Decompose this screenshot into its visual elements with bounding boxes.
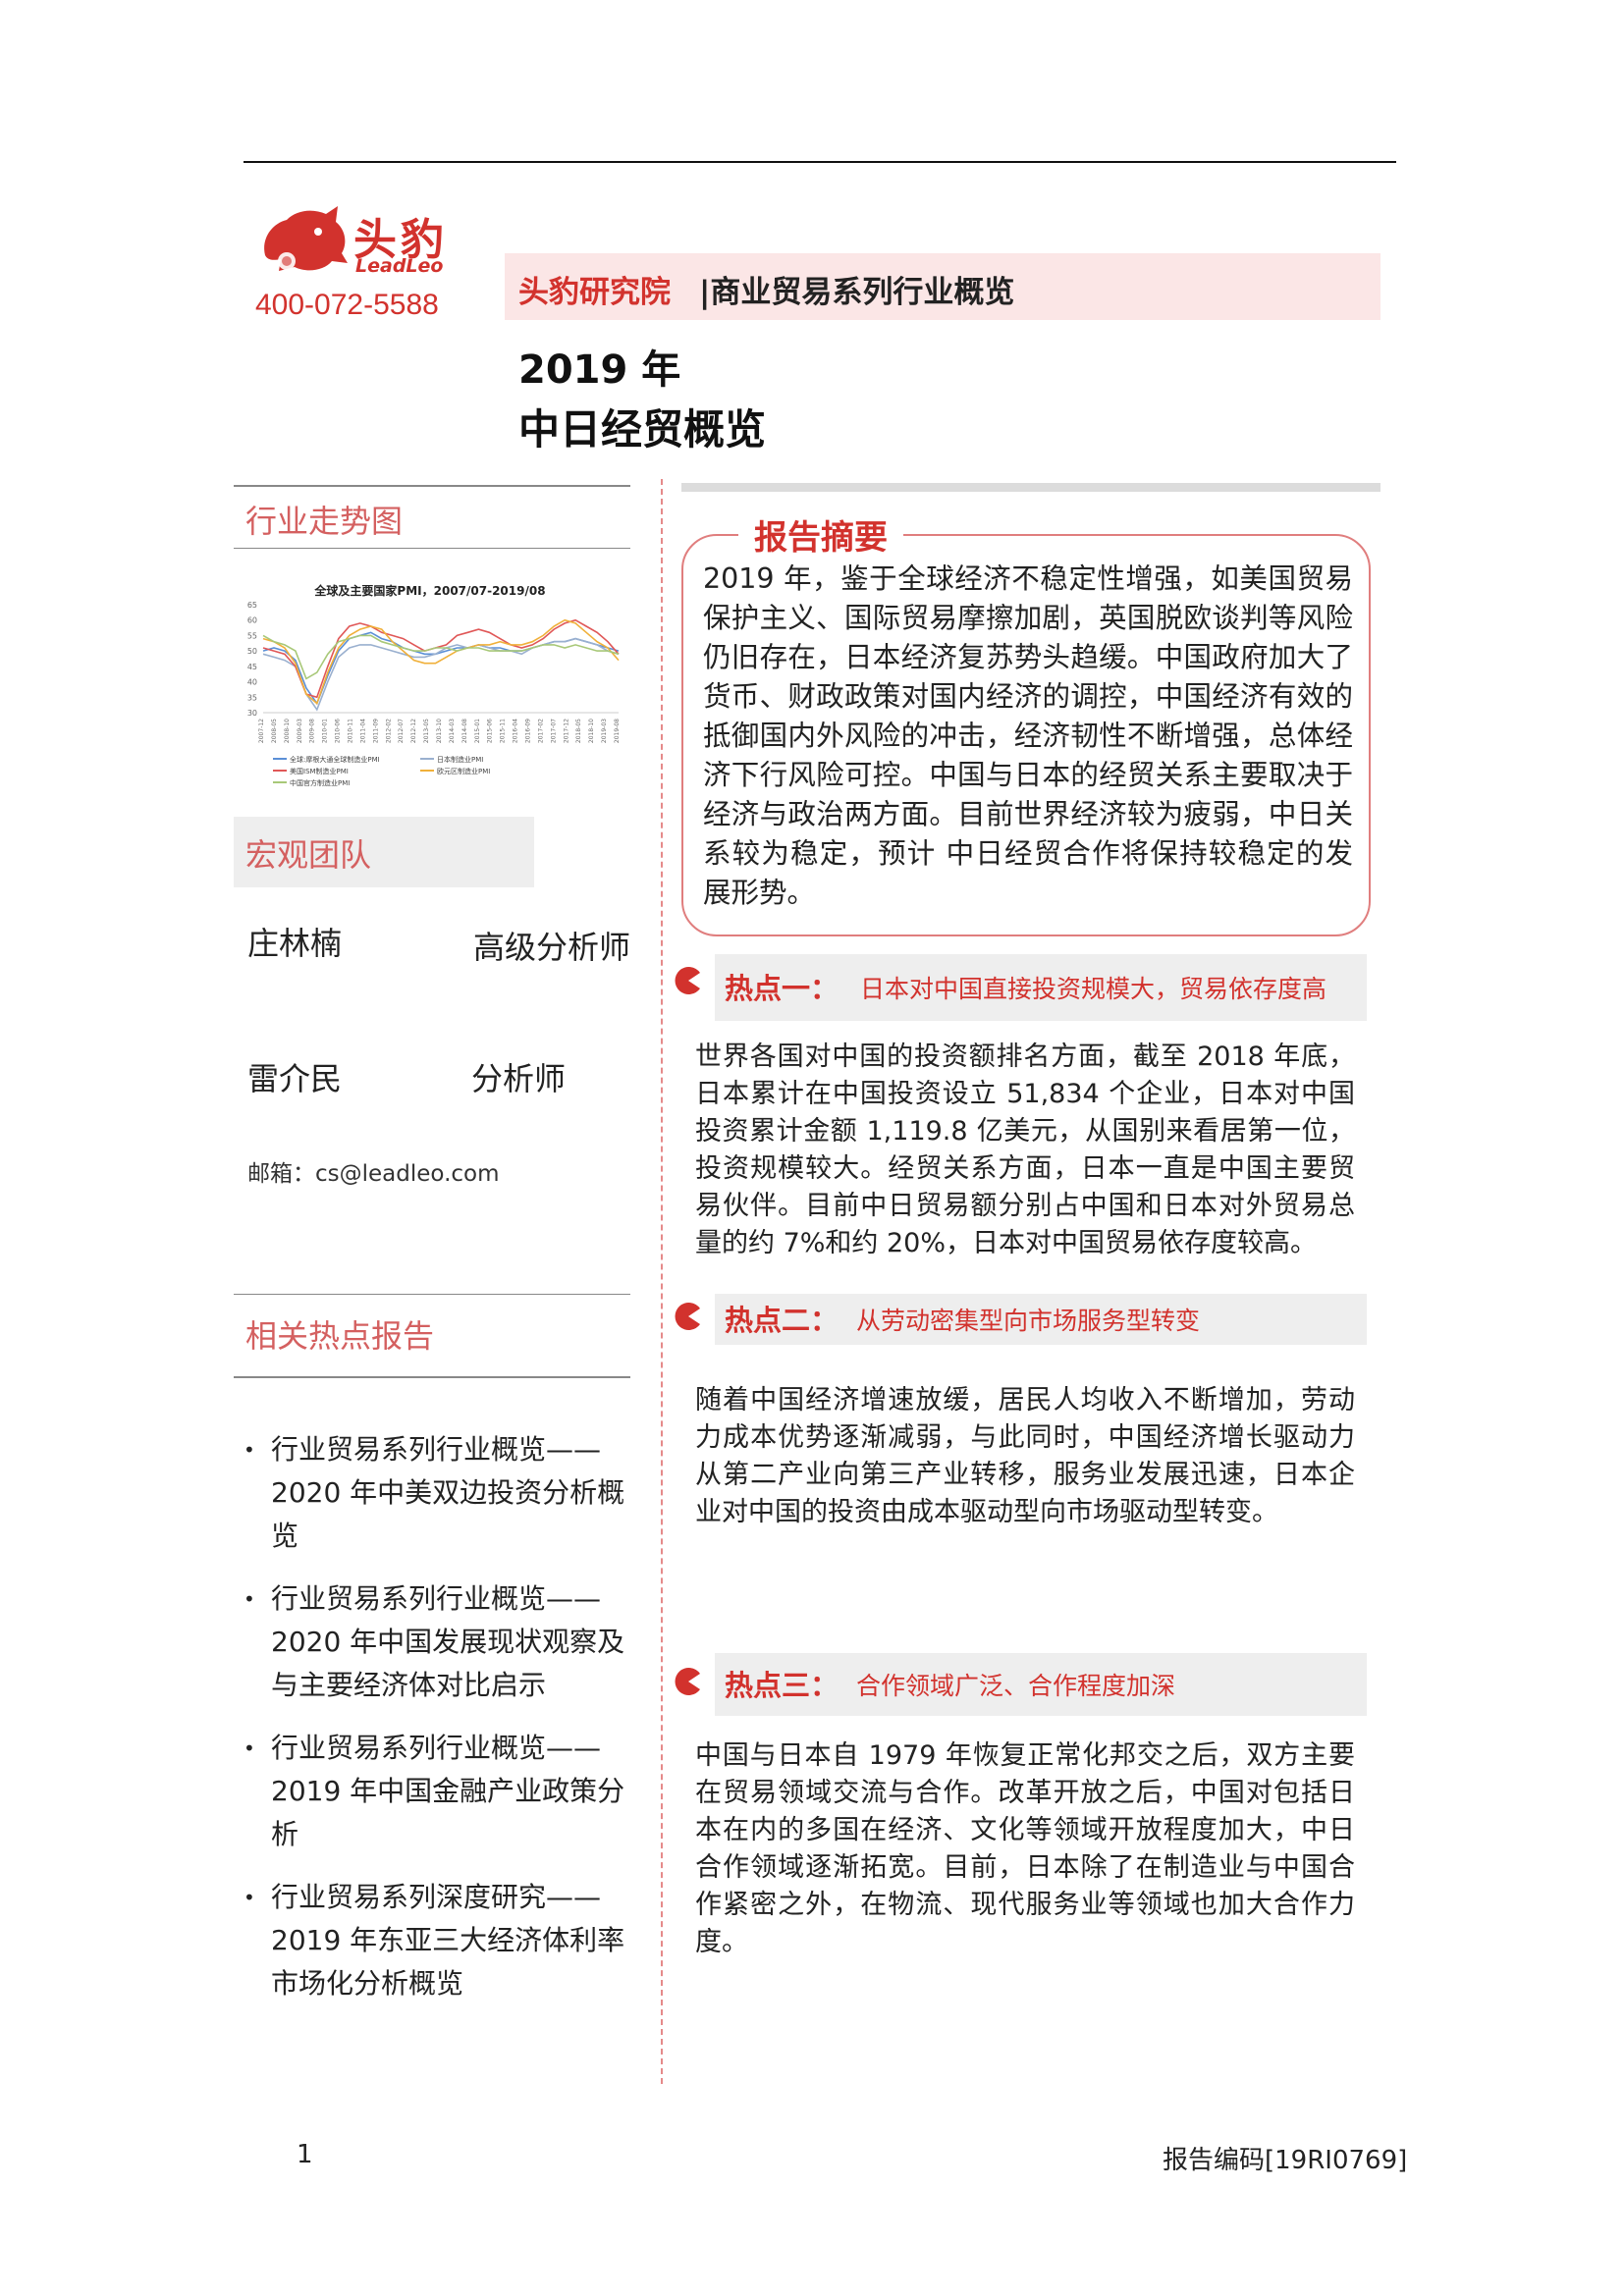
top-gray-bar <box>681 483 1380 492</box>
series-line <box>262 637 620 712</box>
analyst-role: 高级分析师 <box>473 929 631 966</box>
related-report-link[interactable]: • 行业贸易系列行业概览——2020 年中国发展现状观察及与主要经济体对比启示 <box>244 1582 625 1701</box>
x-tick-label: 2017-07 <box>550 719 557 743</box>
chart-title: 全球及主要国家PMI，2007/07-2019/08 <box>313 583 545 598</box>
hotspot-band <box>715 1294 1367 1345</box>
series-line <box>262 618 620 699</box>
hotspot-title: 热点一： <box>725 972 839 1005</box>
x-tick-label: 2012-12 <box>410 719 417 743</box>
x-tick-label: 2016-04 <box>513 719 519 743</box>
x-tick-label: 2014-08 <box>461 719 468 743</box>
y-tick-label: 40 <box>247 678 257 687</box>
legend-label: 美国ISM制造业PMI <box>290 767 349 775</box>
related-report-link[interactable]: • 行业贸易系列深度研究——2019 年东亚三大经济体利率市场化分析概览 <box>244 1881 625 2000</box>
hotspot-text: 世界各国对中国的投资额排名方面，截至 2018 年底，日本累计在中国投资设立 5… <box>695 1041 1355 1258</box>
hotspot-text: 随着中国经济增速放缓，居民人均收入不断增加，劳动力成本优势逐渐减弱，与此同时，中… <box>695 1385 1355 1527</box>
analyst-name: 雷介民 <box>247 1060 343 1097</box>
page-number: 1 <box>297 2140 313 2169</box>
x-tick-label: 2009-03 <box>297 719 303 743</box>
legend-label: 中国官方制造业PMI <box>290 778 350 787</box>
pmi-line-chart: 全球及主要国家PMI，2007/07-2019/08 65 60 55 50 45 40 3… <box>247 583 621 787</box>
brand-name-en: LeadLeo <box>355 255 444 277</box>
hotspot-title: 热点二： <box>725 1304 839 1337</box>
series-band <box>505 253 1380 320</box>
brand-name-cn: 头豹 <box>353 215 448 265</box>
x-tick-label: 2011-04 <box>359 719 366 743</box>
sidebar-rule <box>234 1376 630 1378</box>
abstract-text: 2019 年，鉴于全球经济不稳定性增强，如美国贸易保护主义、国际贸易摩擦加剧，英… <box>703 562 1353 909</box>
series-name: |商业贸易系列行业概览 <box>699 275 1015 310</box>
analyst-role: 分析师 <box>471 1060 567 1097</box>
page-title: 中日经贸概览 <box>518 405 767 454</box>
x-tick-label: 2013-05 <box>423 719 430 743</box>
x-tick-label: 2007-12 <box>258 719 265 743</box>
leopard-logo-icon <box>264 206 348 271</box>
sidebar-rule <box>234 1294 630 1295</box>
hotspot-text: 中国与日本自 1979 年恢复正常化邦交之后，双方主要在贸易领域交流与合作。改革… <box>695 1740 1355 1957</box>
related-reports-heading: 相关热点报告 <box>245 1317 435 1355</box>
related-report-link[interactable]: • 行业贸易系列行业概览——2020 年中美双边投资分析概览 <box>244 1433 625 1552</box>
top-rule <box>244 161 1396 163</box>
hotspot-subtitle: 日本对中国直接投资规模大，贸易依存度高 <box>860 975 1327 1003</box>
related-report-link[interactable]: • 行业贸易系列行业概览——2019 年中国金融产业政策分析 <box>244 1732 625 1850</box>
contact-email: 邮箱：cs@leadleo.com <box>247 1161 500 1187</box>
x-tick-label: 2013-10 <box>436 719 443 743</box>
x-tick-label: 2017-02 <box>537 719 544 743</box>
legend-label: 全球:摩根大通全球制造业PMI <box>290 755 380 764</box>
x-tick-label: 2012-02 <box>385 719 392 743</box>
x-tick-label: 2019-03 <box>601 719 608 743</box>
x-tick-label: 2015-01 <box>474 719 481 743</box>
series-line <box>262 631 620 706</box>
analyst-name: 庄林楠 <box>247 925 343 962</box>
legend-label: 日本制造业PMI <box>437 755 483 764</box>
x-tick-label: 2015-06 <box>487 719 494 743</box>
title-year: 2019 年 <box>518 347 681 393</box>
x-tick-label: 2012-07 <box>398 719 405 743</box>
y-tick-label: 45 <box>247 663 257 671</box>
y-tick-label: 30 <box>247 709 257 718</box>
phone-number: 400-072-5588 <box>255 289 439 321</box>
x-tick-label: 2010-06 <box>335 719 342 743</box>
pacman-bullet-icon <box>675 1668 700 1695</box>
series-brand: 头豹研究院 <box>518 275 671 310</box>
y-tick-label: 55 <box>247 631 257 640</box>
related-reports-list: • 行业贸易系列行业概览——2020 年中美双边投资分析概览 • 行业贸易系列行业概… <box>236 1428 638 2025</box>
series-line <box>262 618 620 705</box>
x-tick-label: 2010-11 <box>348 719 354 743</box>
macro-team-heading: 宏观团队 <box>245 836 372 874</box>
x-tick-label: 2018-05 <box>575 719 582 743</box>
sidebar-rule <box>234 548 630 549</box>
abstract-box <box>681 534 1371 936</box>
report-code: 报告编码[19RI0769] <box>1163 2146 1408 2175</box>
trend-heading: 行业走势图 <box>245 503 404 540</box>
column-divider <box>661 479 663 2084</box>
x-tick-label: 2010-01 <box>322 719 329 743</box>
series-line <box>262 634 620 680</box>
legend-label: 欧元区制造业PMI <box>437 767 490 775</box>
y-tick-label: 50 <box>247 647 257 656</box>
pacman-bullet-icon <box>675 1303 700 1330</box>
y-tick-label: 60 <box>247 616 257 625</box>
hotspot-subtitle: 从劳动密集型向市场服务型转变 <box>856 1307 1201 1335</box>
x-tick-label: 2009-08 <box>309 719 316 743</box>
x-tick-label: 2008-05 <box>271 719 278 743</box>
macro-team-band <box>234 817 534 887</box>
hotspot-title: 热点三： <box>725 1669 839 1702</box>
abstract-heading: 报告摘要 <box>738 510 903 559</box>
hotspot-subtitle: 合作领域广泛、合作程度加深 <box>856 1672 1176 1700</box>
y-tick-label: 35 <box>247 693 257 702</box>
y-tick-label: 65 <box>247 601 257 610</box>
x-tick-label: 2018-10 <box>588 719 595 743</box>
pacman-bullet-icon <box>675 967 700 994</box>
hotspot-band <box>715 954 1367 1021</box>
x-tick-label: 2008-10 <box>284 719 291 743</box>
x-tick-label: 2016-09 <box>525 719 532 743</box>
x-tick-label: 2011-09 <box>372 719 379 743</box>
sidebar-rule <box>234 485 630 487</box>
x-tick-label: 2014-03 <box>449 719 456 743</box>
x-tick-label: 2019-08 <box>614 719 621 743</box>
hotspot-band <box>715 1653 1367 1716</box>
x-tick-label: 2015-11 <box>500 719 507 743</box>
x-tick-label: 2017-12 <box>563 719 569 743</box>
